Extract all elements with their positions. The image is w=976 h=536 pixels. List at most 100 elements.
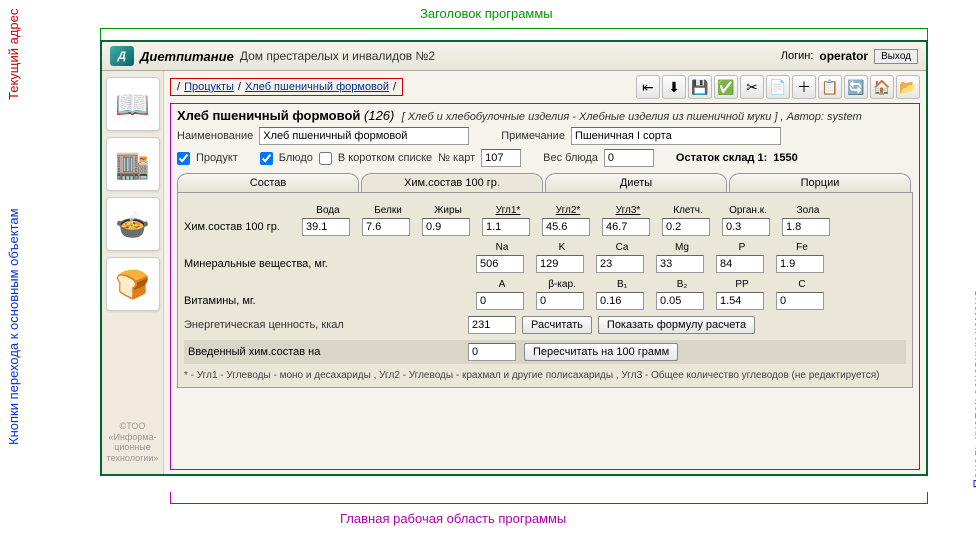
tab-1[interactable]: Хим.состав 100 гр. [361,173,543,192]
toolbar-copy-button[interactable]: 📄 [766,75,790,99]
sidebar-dish-button[interactable]: 🍲 [106,197,160,251]
grid1-v5[interactable] [602,218,650,236]
annotation-toolbar: Паналь кнопок основных команд [970,290,976,488]
entered-input[interactable] [468,343,516,361]
annotation-top: Заголовок программы [420,6,553,21]
titlebar: Д Диетпитание Дом престарелых и инвалидо… [102,42,926,71]
note-input[interactable] [571,127,781,145]
grid2-h3: Mg [656,242,708,253]
grid3-h5: C [776,279,828,290]
grid1-h2: Жиры [422,205,474,216]
grid2-rowlabel: Минеральные вещества, мг. [184,258,468,270]
grid2-v2[interactable] [596,255,644,273]
toolbar-home-button[interactable]: 🏠 [870,75,894,99]
annotation-sidebar: Кнопки перехода к основным объектам [6,208,21,445]
sidebar-bread-button[interactable]: 🍞 [106,257,160,311]
breadcrumb-sep: / [238,81,241,93]
grid3-v1[interactable] [536,292,584,310]
grid1-v0[interactable] [302,218,350,236]
toolbar-doc-button[interactable]: 📋 [818,75,842,99]
calc-button[interactable]: Расчитать [522,316,592,334]
grid2-h0: Na [476,242,528,253]
grid3-v4[interactable] [716,292,764,310]
grid1-v1[interactable] [362,218,410,236]
sidebar: 📖🏬🍲🍞 ©ТОО «Информа- ционные технологии» [102,71,164,474]
grid3-h4: PP [716,279,768,290]
dish-checkbox-label: Блюдо [279,152,313,164]
formula-button[interactable]: Показать формулу расчета [598,316,755,334]
grid1-v7[interactable] [722,218,770,236]
breadcrumb: / Процукты / Хлеб пшеничный формовой / [170,78,403,96]
grid1-v4[interactable] [542,218,590,236]
toolbar-add-button[interactable]: ＋ [792,75,816,99]
toolbar-check-button[interactable]: ✅ [714,75,738,99]
grid1-v8[interactable] [782,218,830,236]
grid1-h7: Орган.к. [722,205,774,216]
annotation-line-bottom [170,492,928,504]
toolbar-cut-button[interactable]: ✂ [740,75,764,99]
grid1-v2[interactable] [422,218,470,236]
toolbar-save-button[interactable]: 💾 [688,75,712,99]
toolbar-down-button[interactable]: ⬇ [662,75,686,99]
toolbar-refresh-button[interactable]: 🔄 [844,75,868,99]
stock-label: Остаток склад 1: [676,152,767,164]
footnote: * - Угл1 - Углеводы - моно и десахариды … [184,370,906,381]
energy-input[interactable] [468,316,516,334]
record-title: Хлеб пшеничный формовой [177,108,360,123]
record-id: (126) [364,108,394,123]
tab-0[interactable]: Состав [177,173,359,192]
grid2-v4[interactable] [716,255,764,273]
grid3-rowlabel: Витамины, мг. [184,295,468,307]
name-input[interactable] [259,127,469,145]
grid1-v6[interactable] [662,218,710,236]
entered-label: Введенный хим.состав на [188,346,460,358]
grid2-h4: P [716,242,768,253]
logout-button[interactable]: Выход [874,49,918,64]
weight-label: Вес блюда [543,152,598,164]
grid1-h4: Угл2* [542,205,594,216]
card-input[interactable] [481,149,521,167]
breadcrumb-item-1[interactable]: Хлеб пшеничный формовой [245,81,389,93]
grid3-h1: β-кар. [536,279,588,290]
grid3-v0[interactable] [476,292,524,310]
breadcrumb-item-0[interactable]: Процукты [184,81,234,93]
record-title-row: Хлеб пшеничный формовой (126) [ Хлеб и х… [177,108,913,123]
app-window: Д Диетпитание Дом престарелых и инвалидо… [100,40,928,476]
grid2-h1: K [536,242,588,253]
grid3-v5[interactable] [776,292,824,310]
toolbar-first-button[interactable]: ⇤ [636,75,660,99]
entered-row: Введенный хим.состав на Пересчитать на 1… [184,340,906,364]
weight-input[interactable] [604,149,654,167]
breadcrumb-sep: / [393,81,396,93]
card-label: № карт [438,152,475,164]
annotation-address: Текущий адрес [6,9,21,100]
shortlist-checkbox[interactable] [319,152,332,165]
grid2-h2: Ca [596,242,648,253]
sidebar-warehouse-button[interactable]: 🏬 [106,137,160,191]
grid3-v2[interactable] [596,292,644,310]
grid3-v3[interactable] [656,292,704,310]
grid2-h5: Fe [776,242,828,253]
energy-label: Энергетическая ценность, ккал [184,319,462,331]
grid1-h1: Белки [362,205,414,216]
tab-2[interactable]: Диеты [545,173,727,192]
dish-checkbox[interactable] [260,152,273,165]
recalc-button[interactable]: Пересчитать на 100 грамм [524,343,678,361]
record-meta: [ Хлеб и хлебобулочные изделия - Хлебные… [402,111,862,123]
tab-3[interactable]: Порции [729,173,911,192]
grid2-v5[interactable] [776,255,824,273]
product-checkbox[interactable] [177,152,190,165]
tabs: СоставХим.состав 100 гр.ДиетыПорции [177,173,913,192]
shortlist-checkbox-label: В коротком списке [338,152,432,164]
grid3-h0: A [476,279,528,290]
workarea: Хлеб пшеничный формовой (126) [ Хлеб и х… [170,103,920,470]
annotation-workarea: Главная рабочая область программы [340,511,566,526]
grid2-v1[interactable] [536,255,584,273]
grid1-v3[interactable] [482,218,530,236]
annotation-line-top [100,28,928,40]
sidebar-book-button[interactable]: 📖 [106,77,160,131]
main-area: / Процукты / Хлеб пшеничный формовой / ⇤… [164,71,926,474]
toolbar-open-button[interactable]: 📂 [896,75,920,99]
grid2-v3[interactable] [656,255,704,273]
grid2-v0[interactable] [476,255,524,273]
